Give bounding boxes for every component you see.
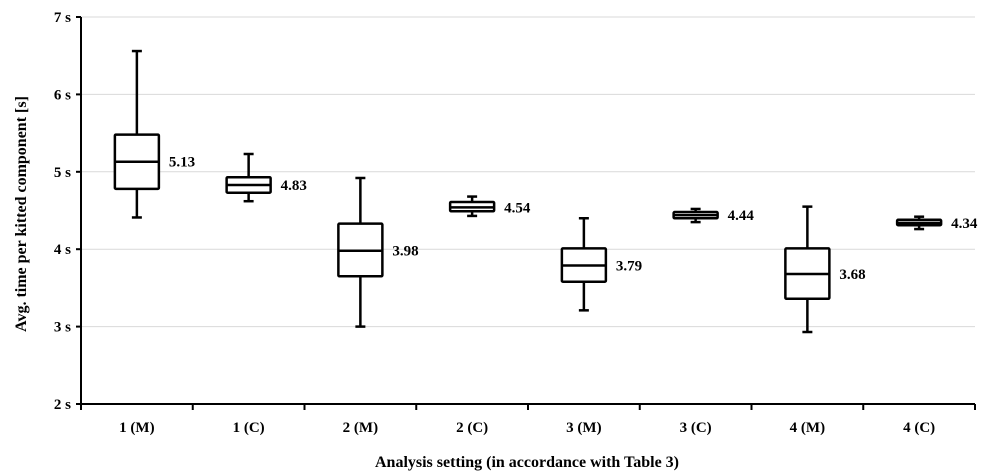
median-value-label: 5.13 xyxy=(169,155,195,171)
y-tick-label: 5 s xyxy=(54,165,71,181)
x-tick-label: 2 (C) xyxy=(456,420,488,436)
x-tick-label: 4 (C) xyxy=(903,420,935,436)
median-value-label: 3.79 xyxy=(616,258,642,274)
box-7 xyxy=(784,205,831,334)
median-value-label: 3.68 xyxy=(839,267,865,283)
x-tick-label: 3 (M) xyxy=(566,420,601,436)
y-tick-label: 4 s xyxy=(54,242,71,258)
median-value-label: 4.83 xyxy=(281,178,307,194)
x-axis-title: Analysis setting (in accordance with Tab… xyxy=(375,454,679,471)
y-axis-title: Avg. time per kitted component [s] xyxy=(13,96,30,332)
median-value-label: 4.34 xyxy=(951,216,978,232)
x-tick-label: 2 (M) xyxy=(343,420,378,436)
x-tick-label: 1 (M) xyxy=(119,420,154,436)
x-tick-label: 4 (M) xyxy=(790,420,825,436)
y-tick-label: 2 s xyxy=(54,397,71,413)
x-tick-label: 1 (C) xyxy=(233,420,265,436)
box-3 xyxy=(337,176,384,328)
boxes xyxy=(113,49,943,334)
median-value-label: 4.44 xyxy=(728,208,755,224)
median-value-label: 3.98 xyxy=(392,244,418,260)
axes xyxy=(76,16,976,410)
box-8 xyxy=(895,215,943,231)
y-tick-label: 6 s xyxy=(54,87,71,103)
y-tick-label: 3 s xyxy=(54,320,71,336)
box-4 xyxy=(448,195,496,218)
box-5 xyxy=(560,216,608,312)
y-tick-label: 7 s xyxy=(54,10,71,26)
x-tick-label: 3 (C) xyxy=(680,420,712,436)
box-2 xyxy=(225,152,272,203)
box-1 xyxy=(113,49,161,219)
median-value-label: 4.54 xyxy=(504,200,531,216)
box-6 xyxy=(672,207,719,224)
labels: 2 s 3 s 4 s 5 s 6 s 7 s 1 (M) 1 (C) 2 (M) 2 (C) 3 … xyxy=(54,10,978,436)
